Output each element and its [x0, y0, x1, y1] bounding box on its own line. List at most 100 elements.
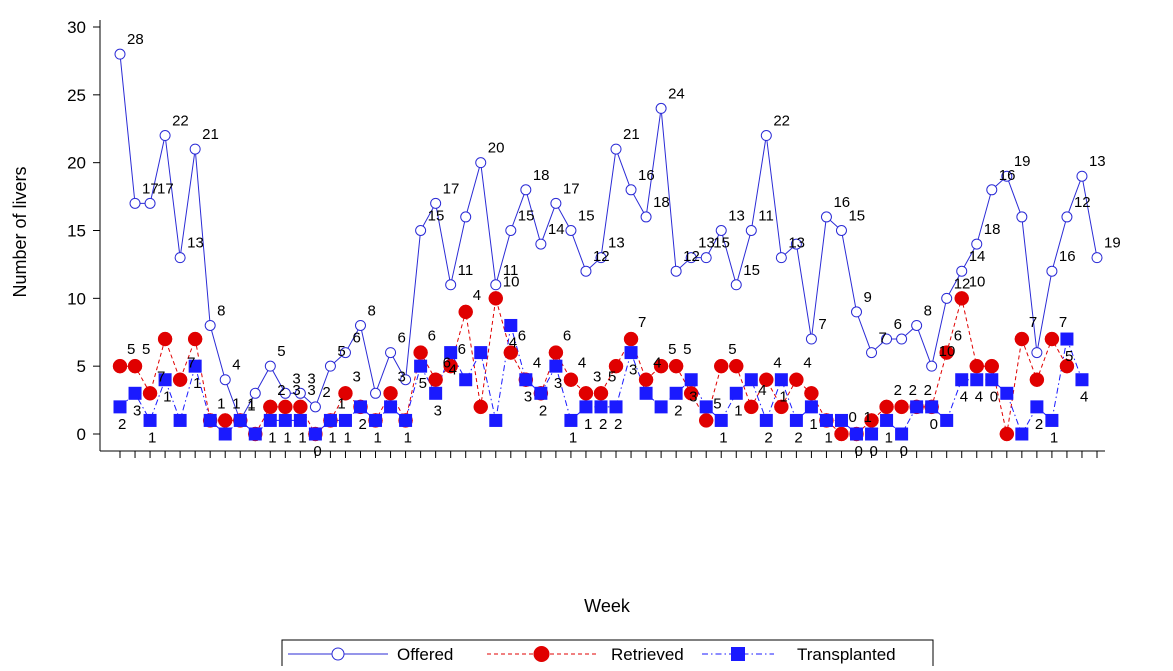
transplanted-point — [308, 427, 322, 441]
transplanted-data-label: 3 — [689, 389, 697, 406]
offered-point — [445, 279, 457, 291]
offered-point — [580, 265, 592, 277]
retrieved-point — [789, 372, 804, 387]
transplanted-data-label: 2 — [764, 429, 772, 446]
retrieved-data-label: 0 — [848, 409, 856, 426]
offered-point — [294, 387, 306, 399]
retrieved-point — [413, 345, 428, 360]
retrieved-point — [593, 386, 609, 401]
retrieved-data-label: 5 — [608, 368, 616, 385]
transplanted-point — [639, 386, 653, 400]
offered-point — [535, 238, 547, 250]
transplanted-data-label: 2 — [539, 402, 547, 419]
transplanted-data-label: 2 — [674, 402, 682, 419]
offered-point — [204, 319, 216, 331]
retrieved-data-label: 6 — [954, 328, 962, 345]
offered-data-label: 19 — [1104, 235, 1121, 252]
transplanted-point — [1075, 373, 1089, 387]
offered-point — [745, 225, 757, 236]
transplanted-point — [218, 427, 232, 441]
offered-point — [805, 333, 817, 345]
offered-point — [264, 360, 276, 372]
transplanted-data-label: 5 — [1065, 348, 1073, 365]
transplanted-point — [759, 413, 773, 427]
retrieved-point — [263, 399, 278, 415]
offered-data-label: 11 — [458, 262, 474, 279]
offered-data-label: 21 — [623, 126, 640, 143]
retrieved-point — [804, 386, 819, 401]
transplanted-point — [609, 400, 623, 414]
retrieved-point — [984, 358, 1000, 374]
y-tick-label: 0 — [77, 425, 86, 444]
retrieved-point — [879, 399, 894, 415]
offered-data-label: 13 — [608, 235, 625, 252]
retrieved-point — [608, 358, 624, 374]
retrieved-point — [894, 399, 909, 415]
offered-point — [370, 387, 382, 399]
offered-data-label: 8 — [217, 302, 225, 319]
transplanted-point — [278, 413, 292, 427]
offered-point — [475, 157, 487, 169]
transplanted-point — [519, 373, 533, 387]
offered-data-label: 16 — [999, 167, 1016, 184]
transplanted-point — [158, 373, 172, 387]
transplanted-data-label: 1 — [163, 389, 171, 406]
retrieved-data-label: 1 — [232, 395, 240, 412]
offered-point — [881, 333, 893, 345]
transplanted-point — [910, 400, 924, 414]
retrieved-data-label: 3 — [398, 368, 406, 385]
transplanted-data-label: 1 — [779, 389, 787, 406]
retrieved-data-label: 7 — [1059, 314, 1067, 331]
transplanted-point — [819, 413, 833, 427]
offered-point — [1046, 265, 1058, 277]
transplanted-data-label: 1 — [404, 429, 412, 446]
transplanted-data-label: 4 — [975, 389, 983, 406]
retrieved-data-label: 10 — [503, 273, 520, 290]
retrieved-point — [939, 345, 954, 360]
legend-marker-retrieved — [533, 646, 550, 662]
offered-data-label: 3 — [292, 370, 300, 387]
offered-point — [129, 197, 141, 209]
retrieved-point — [834, 426, 849, 442]
retrieved-data-label: 4 — [473, 287, 481, 304]
offered-point — [790, 238, 802, 250]
retrieved-point — [1014, 331, 1030, 347]
retrieved-point — [623, 331, 639, 347]
retrieved-data-label: 1 — [247, 395, 255, 412]
transplanted-data-label: 3 — [554, 375, 562, 392]
transplanted-point — [459, 373, 473, 387]
transplanted-point — [1000, 386, 1014, 400]
transplanted-point — [1060, 332, 1074, 346]
transplanted-point — [789, 413, 803, 427]
retrieved-point — [383, 386, 398, 401]
retrieved-data-label: 7 — [187, 355, 195, 372]
retrieved-data-label: 6 — [518, 328, 526, 345]
transplanted-data-label: 1 — [1050, 429, 1058, 446]
transplanted-point — [203, 413, 217, 427]
transplanted-data-label: 3 — [629, 362, 637, 379]
transplanted-point — [113, 400, 127, 414]
offered-data-label: 12 — [954, 275, 971, 292]
offered-point — [279, 387, 291, 399]
transplanted-point — [233, 413, 247, 427]
offered-point — [1001, 170, 1013, 182]
retrieved-point — [744, 399, 759, 415]
retrieved-data-label: 2 — [277, 382, 285, 399]
offered-data-label: 18 — [653, 194, 670, 211]
transplanted-point — [1015, 427, 1029, 441]
transplanted-point — [714, 413, 728, 427]
offered-point — [249, 387, 261, 399]
transplanted-point — [444, 346, 458, 360]
retrieved-data-label: 4 — [578, 355, 586, 372]
retrieved-data-label: 6 — [458, 341, 466, 358]
transplanted-data-label: 1 — [268, 429, 276, 446]
transplanted-data-label: 1 — [719, 429, 727, 446]
transplanted-point — [624, 346, 638, 360]
retrieved-point — [969, 358, 985, 374]
offered-point — [385, 347, 397, 359]
retrieved-point — [338, 386, 353, 401]
retrieved-point — [999, 426, 1015, 442]
retrieved-data-label: 1 — [217, 395, 225, 412]
